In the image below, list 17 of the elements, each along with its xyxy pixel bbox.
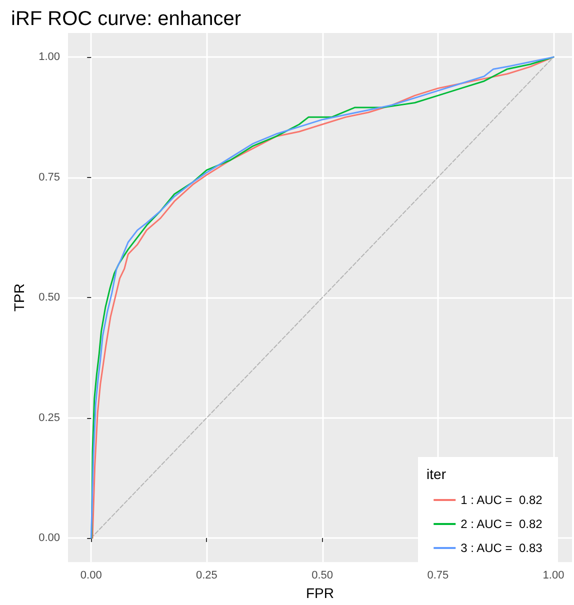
legend-label: 1 : AUC = 0.82 — [460, 493, 543, 507]
y-tick-label: 0.75 — [38, 171, 60, 184]
x-tick-label: 1.00 — [542, 570, 564, 582]
y-tick-label: 0.50 — [38, 292, 60, 304]
legend-label: 3 : AUC = 0.83 — [460, 541, 543, 555]
y-axis-title: TPR — [11, 284, 27, 312]
x-tick-label: 0.75 — [427, 570, 449, 582]
legend-title: iter — [426, 466, 446, 482]
x-tick-label: 0.00 — [80, 570, 102, 582]
x-axis-title: FPR — [306, 585, 334, 601]
legend-label: 2 : AUC = 0.82 — [460, 517, 543, 531]
y-tick-label: 0.25 — [38, 412, 60, 424]
chart-title: iRF ROC curve: enhancer — [11, 8, 242, 30]
x-tick-label: 0.25 — [196, 570, 218, 582]
y-tick-label: 1.00 — [38, 51, 60, 64]
y-tick-label: 0.00 — [38, 532, 60, 544]
x-tick-label: 0.50 — [312, 570, 334, 582]
